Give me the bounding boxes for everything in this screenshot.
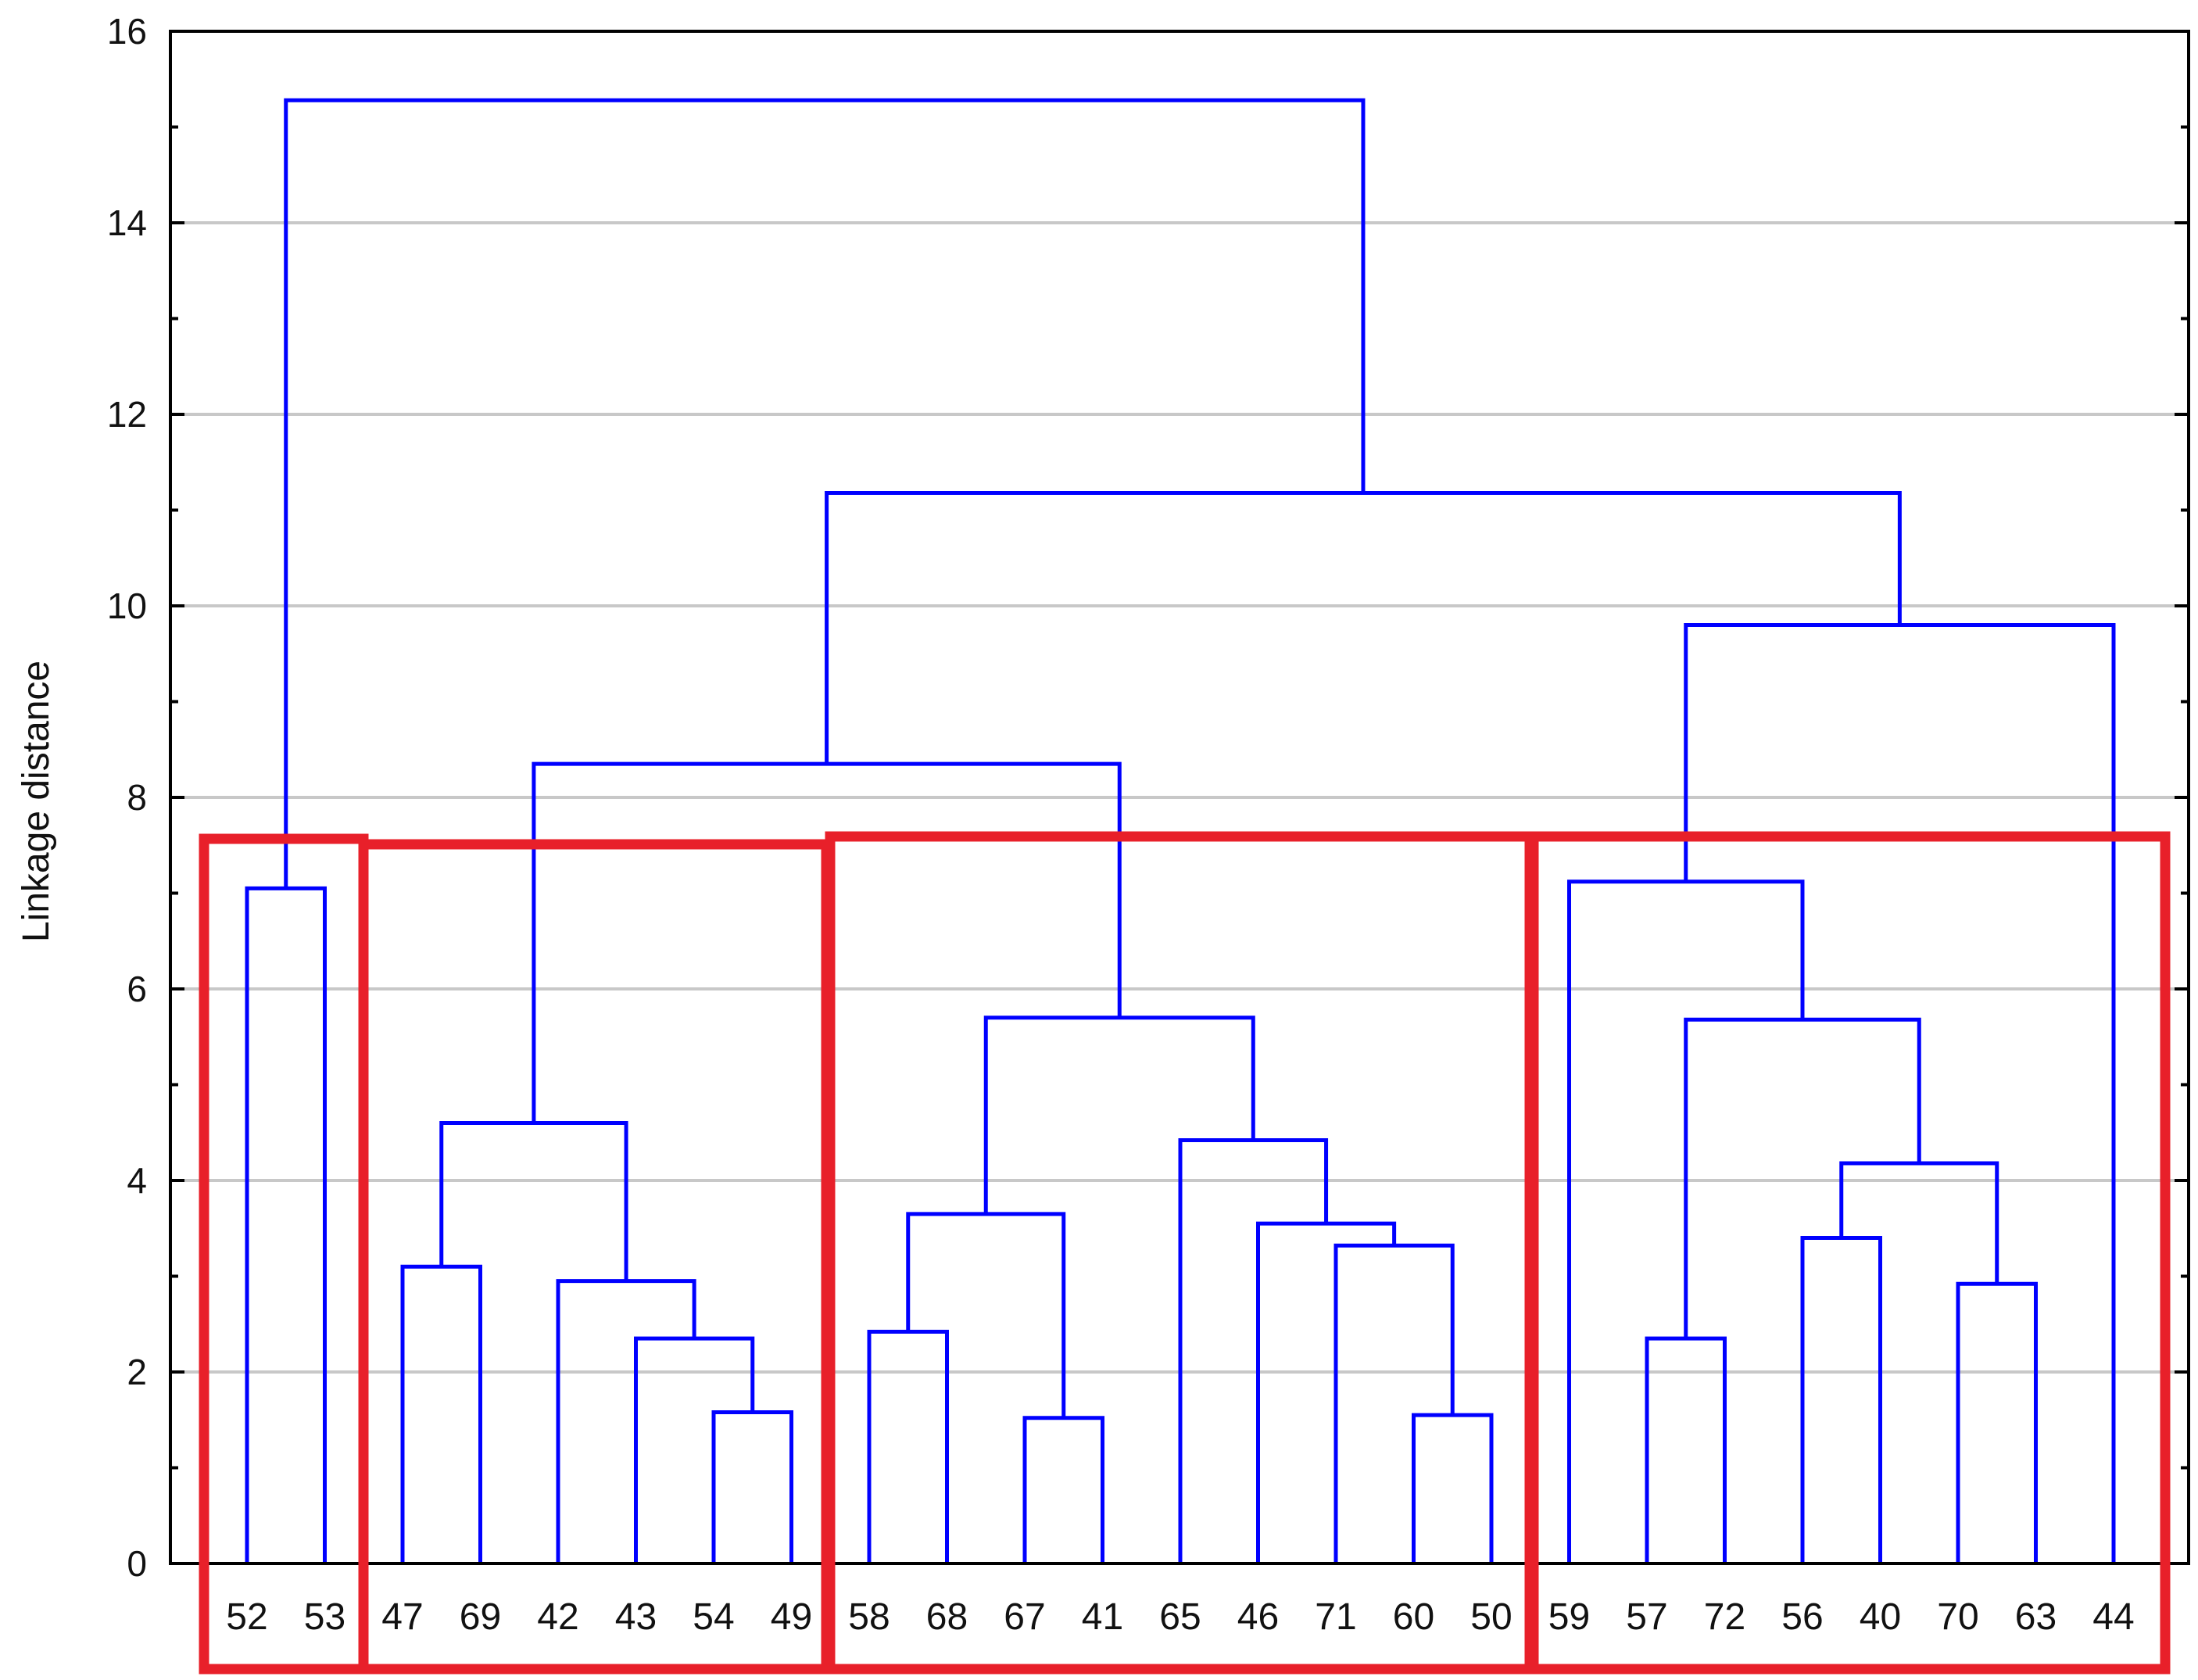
leaf-label: 46 xyxy=(1237,1596,1279,1638)
leaf-label: 56 xyxy=(1781,1596,1823,1638)
dendrogram-link xyxy=(1178,1138,1329,1564)
dendrogram-link xyxy=(983,1016,1255,1214)
leaf-label: 53 xyxy=(304,1596,345,1638)
dendrogram-link xyxy=(825,490,1902,765)
dendrogram-link xyxy=(1956,1281,2038,1564)
grid-layer xyxy=(170,221,2189,1374)
dendrogram-link xyxy=(906,1212,1066,1418)
leaf-label: 41 xyxy=(1082,1596,1123,1638)
cluster-boxes xyxy=(199,831,2171,1675)
leaf-label: 44 xyxy=(2092,1596,2134,1638)
dendrogram-link xyxy=(1684,623,2116,1564)
dendrogram-link xyxy=(556,1279,696,1564)
dendrogram-link xyxy=(1022,1416,1104,1564)
leaf-label: 58 xyxy=(848,1596,890,1638)
dendrogram-link xyxy=(284,98,1366,889)
leaf-label: 42 xyxy=(537,1596,578,1638)
y-tick-label: 0 xyxy=(127,1543,147,1584)
dendrogram-link xyxy=(439,1121,628,1281)
leaf-label: 40 xyxy=(1860,1596,1901,1638)
dendrogram-link xyxy=(1333,1243,1455,1564)
dendrogram-link xyxy=(245,886,327,1564)
leaf-label: 69 xyxy=(460,1596,501,1638)
dendrogram-link xyxy=(867,1330,949,1564)
leaf-label: 43 xyxy=(615,1596,657,1638)
leaf-label: 71 xyxy=(1315,1596,1356,1638)
y-tick-label: 10 xyxy=(107,586,147,626)
dendrogram-link xyxy=(634,1336,755,1564)
dendrogram-link xyxy=(1800,1236,1882,1564)
dendrogram-link xyxy=(400,1264,482,1564)
leaf-label: 67 xyxy=(1004,1596,1045,1638)
y-axis-label: Linkage distance xyxy=(16,661,57,942)
leaf-label: 60 xyxy=(1393,1596,1434,1638)
dendrogram-link xyxy=(1256,1221,1397,1564)
y-tick-label: 8 xyxy=(127,777,147,818)
dendrogram-tree xyxy=(245,98,2116,1564)
y-tick-label: 16 xyxy=(107,11,147,52)
cluster-box xyxy=(1528,831,2171,1675)
leaf-label: 54 xyxy=(693,1596,734,1638)
leaf-label: 52 xyxy=(226,1596,267,1638)
cluster-box xyxy=(199,833,369,1675)
y-tick-label: 12 xyxy=(107,394,147,435)
leaf-label: 57 xyxy=(1626,1596,1667,1638)
leaf-label: 47 xyxy=(381,1596,423,1638)
y-tick-label: 14 xyxy=(107,202,147,243)
leaf-label: 50 xyxy=(1470,1596,1512,1638)
leaf-label: 49 xyxy=(771,1596,812,1638)
leaf-label: 70 xyxy=(1937,1596,1978,1638)
leaf-label: 63 xyxy=(2015,1596,2057,1638)
dendrogram-link xyxy=(711,1410,793,1564)
y-tick-label: 4 xyxy=(127,1160,147,1201)
axes xyxy=(169,30,2190,1565)
dendrogram-link xyxy=(1412,1413,1494,1564)
leaf-label: 72 xyxy=(1704,1596,1745,1638)
leaf-label: 65 xyxy=(1159,1596,1201,1638)
leaf-label: 68 xyxy=(926,1596,968,1638)
y-tick-label: 6 xyxy=(127,969,147,1009)
dendrogram-link xyxy=(1645,1336,1727,1564)
cluster-box xyxy=(358,839,832,1675)
y-tick-label: 2 xyxy=(127,1352,147,1392)
leaf-label: 59 xyxy=(1548,1596,1590,1638)
